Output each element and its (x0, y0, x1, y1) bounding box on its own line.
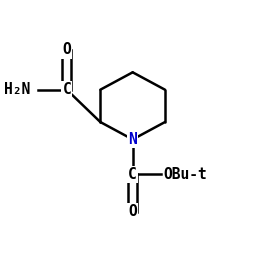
Text: O: O (128, 204, 137, 219)
Text: N: N (128, 132, 137, 147)
Text: C: C (62, 82, 71, 97)
Text: OBu-t: OBu-t (164, 167, 207, 182)
Text: C: C (128, 167, 137, 182)
Text: O: O (62, 42, 71, 57)
Text: H₂N: H₂N (4, 82, 31, 97)
